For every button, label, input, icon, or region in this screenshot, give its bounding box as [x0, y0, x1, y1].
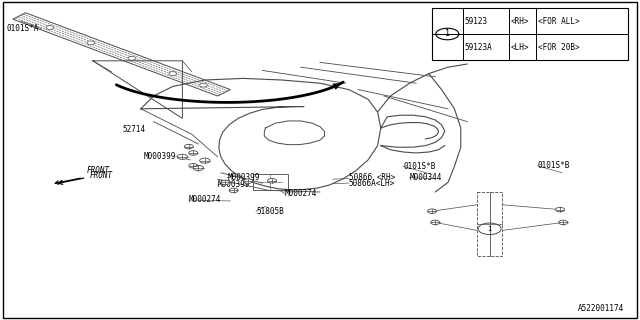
Circle shape	[428, 209, 436, 213]
Circle shape	[268, 179, 276, 183]
Text: <FOR ALL>: <FOR ALL>	[538, 17, 580, 26]
Circle shape	[200, 158, 210, 163]
Text: 59123A: 59123A	[465, 43, 492, 52]
Text: M000399: M000399	[144, 152, 177, 161]
Circle shape	[177, 154, 188, 159]
Circle shape	[189, 164, 198, 168]
Text: M000399: M000399	[227, 173, 260, 182]
Text: 59123: 59123	[465, 17, 488, 26]
Circle shape	[87, 41, 95, 45]
Text: 52714: 52714	[123, 125, 146, 134]
Text: A522001174: A522001174	[578, 304, 624, 313]
Text: 0101S*A: 0101S*A	[6, 24, 39, 33]
Text: <FOR 20B>: <FOR 20B>	[538, 43, 580, 52]
Text: 50866A<LH>: 50866A<LH>	[349, 180, 395, 188]
Text: 0101S*B: 0101S*B	[538, 161, 570, 170]
Text: M000274: M000274	[189, 196, 221, 204]
Circle shape	[431, 220, 440, 225]
Circle shape	[169, 72, 177, 76]
Circle shape	[556, 207, 564, 212]
Text: 1: 1	[445, 29, 450, 38]
Text: 50866 <RH>: 50866 <RH>	[349, 173, 395, 182]
Text: M000399: M000399	[218, 180, 250, 189]
Bar	[253, 174, 288, 190]
Bar	[477, 192, 502, 256]
Circle shape	[221, 180, 230, 185]
Text: <RH>: <RH>	[511, 17, 529, 26]
Circle shape	[128, 56, 136, 60]
Text: FRONT: FRONT	[86, 166, 109, 175]
Circle shape	[229, 188, 238, 193]
Circle shape	[193, 165, 204, 171]
Circle shape	[184, 144, 193, 149]
Circle shape	[46, 26, 54, 29]
Text: 51805B: 51805B	[256, 207, 284, 216]
Text: M000274: M000274	[285, 189, 317, 198]
Text: FRONT: FRONT	[90, 171, 113, 180]
Circle shape	[200, 83, 207, 87]
Circle shape	[189, 151, 198, 155]
Text: 1: 1	[488, 226, 492, 232]
Text: 0101S*B: 0101S*B	[403, 162, 436, 171]
Text: M000344: M000344	[410, 173, 442, 182]
Circle shape	[559, 220, 568, 225]
Text: <LH>: <LH>	[511, 43, 529, 52]
Circle shape	[244, 179, 253, 183]
Bar	[432, 8, 628, 60]
